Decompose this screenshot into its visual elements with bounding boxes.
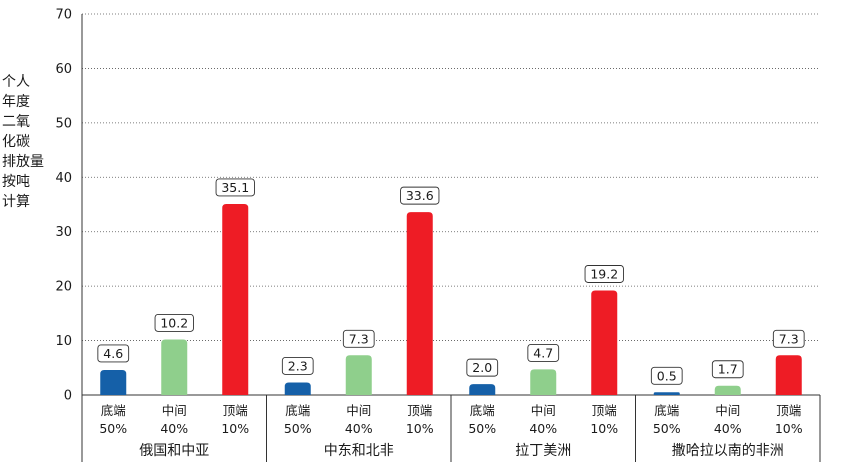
y-tick-label: 50 (55, 116, 72, 131)
y-axis-label-line: 年度 (2, 94, 30, 110)
x-tick-label-pct: 50% (653, 421, 681, 436)
x-tick-label: 底端 (654, 403, 679, 418)
bar (345, 355, 372, 395)
x-tick-label: 底端 (101, 403, 126, 418)
group-label: 中东和北非 (324, 443, 394, 459)
bar (653, 392, 680, 395)
data-label: 4.7 (533, 345, 553, 360)
x-tick-label-pct: 40% (529, 421, 557, 436)
bar (284, 382, 311, 395)
y-axis-label-line: 按吨 (2, 174, 30, 190)
x-tick-label-pct: 10% (221, 421, 249, 436)
group-label: 拉丁美洲 (515, 443, 571, 459)
y-axis-label-line: 化碳 (2, 134, 30, 150)
data-label: 7.3 (779, 331, 799, 346)
data-label: 35.1 (221, 180, 249, 195)
group-label: 撒哈拉以南的非洲 (672, 443, 784, 459)
y-axis-label: 个人年度二氧化碳排放量按吨计算 (2, 72, 62, 212)
data-label-box (527, 343, 560, 362)
x-tick-label: 顶端 (592, 403, 617, 418)
x-tick-label: 中间 (531, 403, 556, 418)
data-label-box (650, 366, 683, 385)
data-label: 33.6 (406, 188, 434, 203)
y-axis-label-line: 计算 (2, 194, 30, 210)
x-tick-label: 中间 (715, 403, 740, 418)
data-label-box (154, 314, 194, 332)
bar (591, 290, 618, 395)
x-tick-label-pct: 40% (345, 421, 373, 436)
data-label: 1.7 (718, 362, 738, 377)
bar (469, 384, 496, 395)
data-label-box (342, 329, 375, 348)
data-label: 7.3 (349, 331, 369, 346)
x-tick-label-pct: 10% (406, 421, 434, 436)
data-label: 2.3 (288, 358, 308, 373)
y-tick-label: 60 (55, 62, 72, 77)
x-tick-label: 顶端 (776, 403, 801, 418)
y-tick-label: 20 (55, 280, 72, 295)
data-label-box (97, 344, 130, 363)
bar (406, 212, 433, 395)
data-label-box (400, 186, 440, 205)
data-label-box (772, 329, 805, 348)
y-tick-label: 40 (55, 171, 72, 186)
data-label-box (711, 360, 744, 379)
y-tick-label: 70 (55, 8, 72, 23)
x-tick-label: 底端 (470, 403, 495, 418)
y-tick-label: 30 (55, 225, 72, 240)
x-tick-label-pct: 10% (775, 421, 803, 436)
data-label: 10.2 (160, 315, 188, 330)
x-tick-label: 顶端 (407, 403, 432, 418)
bar (530, 369, 557, 395)
x-tick-label: 中间 (162, 403, 187, 418)
x-tick-label-pct: 50% (284, 421, 312, 436)
y-axis-label-line: 二氧 (2, 114, 30, 130)
data-label: 19.2 (590, 266, 618, 281)
bar (161, 339, 188, 395)
y-axis-label-line: 排放量 (2, 154, 44, 170)
x-tick-label-pct: 10% (590, 421, 618, 436)
data-label-box (584, 265, 624, 283)
x-tick-label-pct: 50% (99, 421, 127, 436)
y-tick-label: 0 (64, 389, 72, 404)
x-tick-label: 中间 (346, 403, 371, 418)
bar (222, 203, 249, 395)
data-label-box (215, 178, 255, 197)
data-label-box (281, 357, 314, 375)
x-tick-label: 底端 (285, 403, 310, 418)
bar (714, 385, 741, 395)
data-label: 2.0 (472, 360, 492, 375)
x-tick-label-pct: 50% (468, 421, 496, 436)
x-tick-label: 顶端 (223, 403, 248, 418)
group-label: 俄国和中亚 (139, 443, 209, 459)
data-label-box (466, 358, 499, 377)
x-tick-label-pct: 40% (714, 421, 742, 436)
y-axis-label-line: 个人 (2, 74, 30, 90)
bar (775, 355, 802, 395)
y-tick-label: 10 (55, 334, 72, 349)
data-label: 0.5 (657, 368, 677, 383)
bar (100, 369, 127, 395)
data-label: 4.6 (103, 346, 123, 361)
x-tick-label-pct: 40% (160, 421, 188, 436)
